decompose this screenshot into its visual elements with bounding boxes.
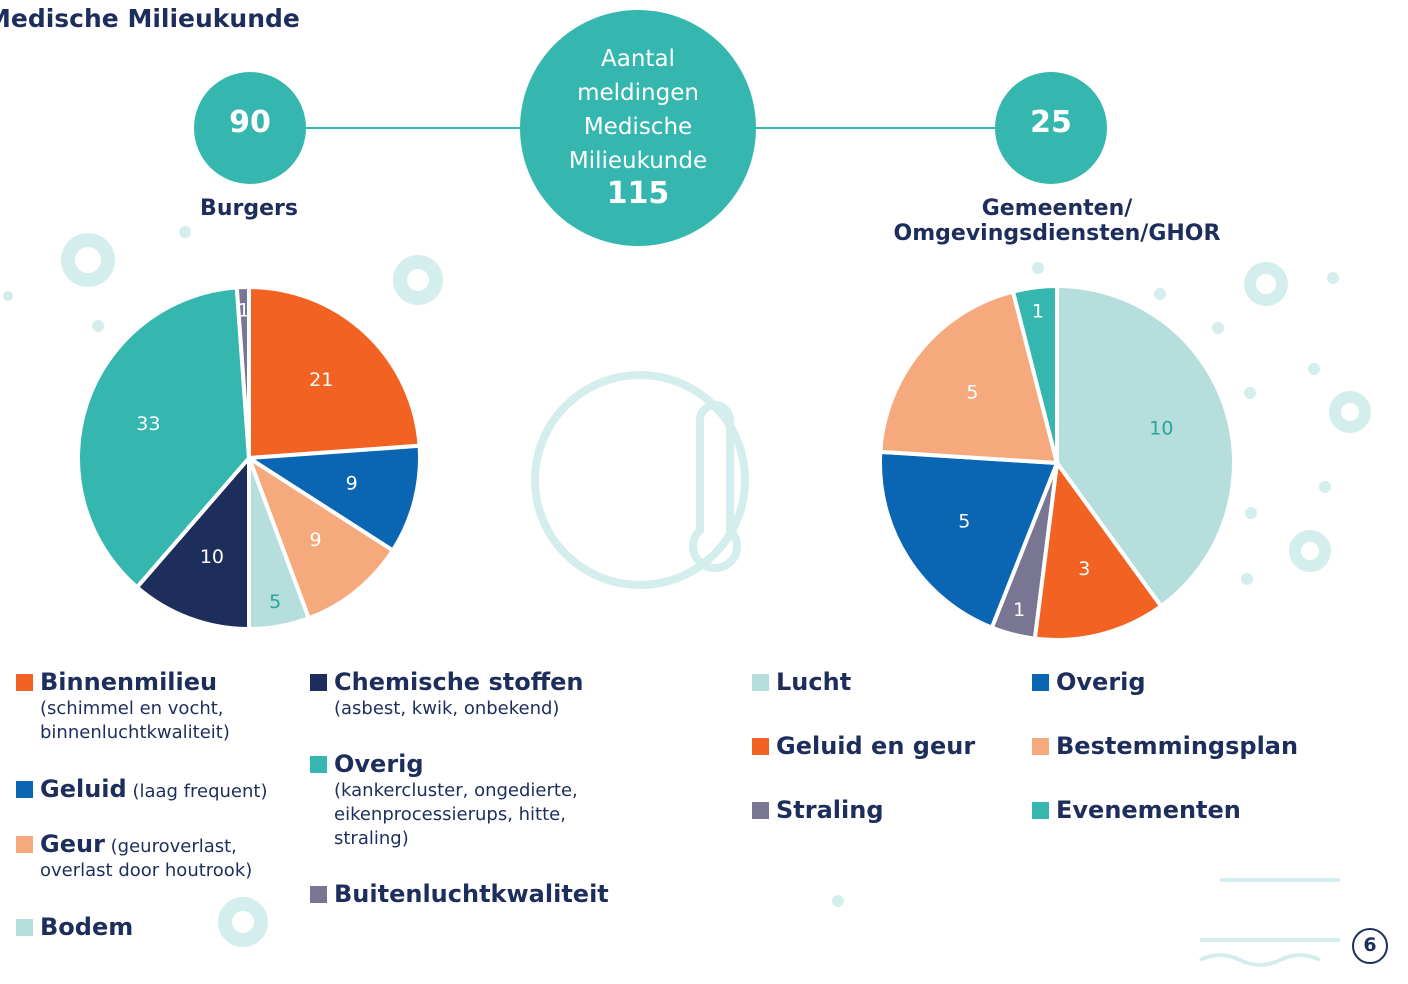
legend-swatch (310, 674, 327, 691)
legend-item: Geluid (laag frequent) (40, 775, 310, 804)
pie-label: 1 (238, 300, 250, 322)
legend-swatch (310, 756, 327, 773)
legend-name: Bestemmingsplan (1056, 732, 1298, 760)
group-title: Burgers (39, 196, 459, 221)
legend-name: Chemische stoffen (334, 668, 584, 696)
legend-name: Lucht (776, 668, 851, 696)
legend-swatch (752, 738, 769, 755)
pie-label: 5 (958, 510, 970, 532)
legend-item: Geur (geuroverlast, overlast door houtro… (40, 830, 280, 883)
legend-item: Straling (776, 796, 1036, 825)
legend-description: (schimmel en vocht, binnenluchtkwaliteit… (40, 697, 310, 745)
legend-swatch (16, 674, 33, 691)
legend-name: Buitenluchtkwaliteit (334, 880, 609, 908)
legend-name: Overig (1056, 668, 1146, 696)
legend-name: Binnenmilieu (40, 668, 217, 696)
legend-name: Geluid (40, 775, 127, 803)
legend-swatch (752, 674, 769, 691)
page-number: 6 (1353, 934, 1387, 956)
legend-name: Evenementen (1056, 796, 1241, 824)
legend-item: Overig (1056, 668, 1356, 697)
legend-swatch (1032, 738, 1049, 755)
total-value: 115 (553, 176, 723, 211)
legend-item: Geluid en geur (776, 732, 1036, 761)
pie-label: 1 (1032, 300, 1044, 322)
legend-swatch (752, 802, 769, 819)
pie-label: 33 (136, 413, 160, 435)
legend-item: Bodem (40, 913, 300, 942)
group-title: Gemeenten/ Omgevingsdiensten/GHOR (847, 196, 1267, 246)
pie-label: 21 (309, 369, 333, 391)
pie-label: 10 (200, 546, 224, 568)
total-label: Aantal meldingen Medische Milieukunde (553, 42, 723, 178)
pie-label: 1 (1013, 599, 1025, 621)
pie-label: 5 (966, 382, 978, 404)
pie-label: 9 (309, 529, 321, 551)
legend-item: Binnenmilieu(schimmel en vocht, binnenlu… (40, 668, 310, 745)
legend-swatch (16, 836, 33, 853)
legend-item: Evenementen (1056, 796, 1356, 825)
legend-swatch (1032, 802, 1049, 819)
legend-description: (laag frequent) (132, 781, 267, 802)
group-total: 90 (195, 105, 305, 140)
legend-name: Overig (334, 750, 424, 778)
legend-item: Lucht (776, 668, 1036, 697)
page: 21 9 9 5 10 33 1 10 3 1 5 5 1 Medische Milieukunde A… (0, 0, 1408, 984)
legend-name: Geur (40, 830, 105, 858)
legend-swatch (16, 919, 33, 936)
legend-name: Bodem (40, 913, 133, 941)
legend-item: Overig(kankercluster, ongedierte, eikenp… (334, 750, 594, 851)
group-total: 25 (996, 105, 1106, 140)
pie-label: 5 (269, 591, 281, 613)
legend-name: Straling (776, 796, 884, 824)
legend-item: Bestemmingsplan (1056, 732, 1356, 761)
legend-description: (kankercluster, ongedierte, eikenprocess… (334, 779, 594, 851)
legend-name: Geluid en geur (776, 732, 975, 760)
pie-label: 3 (1078, 558, 1090, 580)
legend-swatch (16, 781, 33, 798)
pie-label: 9 (346, 473, 358, 495)
pie-label: 10 (1149, 418, 1173, 440)
legend-item: Chemische stoffen(asbest, kwik, onbekend… (334, 668, 624, 721)
legend-item: Buitenluchtkwaliteit (334, 880, 654, 909)
legend-swatch (1032, 674, 1049, 691)
page-title: Medische Milieukunde (0, 4, 300, 33)
legend-swatch (310, 886, 327, 903)
legend-description: (asbest, kwik, onbekend) (334, 697, 624, 721)
pie-slice (249, 287, 420, 458)
